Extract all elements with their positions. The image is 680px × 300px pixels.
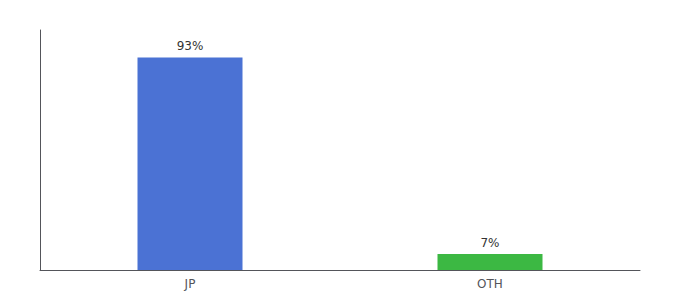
svg-text:93%: 93% <box>177 39 204 53</box>
svg-text:JP: JP <box>184 277 196 291</box>
svg-text:OTH: OTH <box>477 277 503 291</box>
svg-text:7%: 7% <box>480 236 499 250</box>
